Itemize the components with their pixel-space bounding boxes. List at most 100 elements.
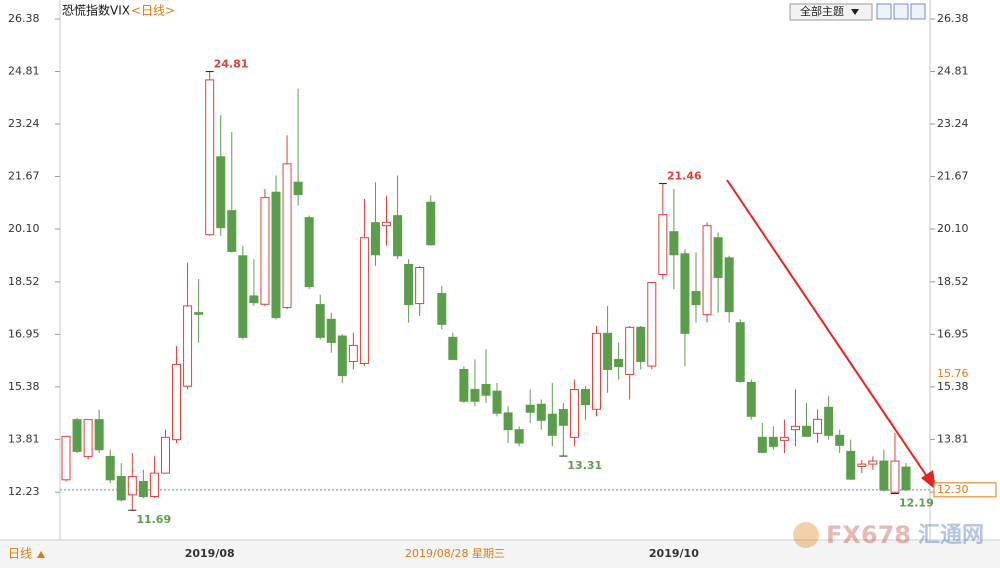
y-tick-label: 18.52 bbox=[8, 275, 40, 288]
candle-body bbox=[183, 305, 193, 387]
y2-tick-label: 15.38 bbox=[937, 380, 969, 393]
candle-body bbox=[879, 460, 889, 491]
candle-body bbox=[658, 214, 668, 276]
candle-body bbox=[890, 460, 900, 493]
y2-tick-label: 18.52 bbox=[937, 275, 969, 288]
y2-tick-label: 20.10 bbox=[937, 222, 969, 235]
candle-body bbox=[857, 463, 867, 467]
candle-body bbox=[536, 403, 546, 421]
y-tick-label: 21.67 bbox=[8, 170, 40, 183]
candle-body bbox=[603, 332, 613, 370]
candle-body bbox=[525, 404, 535, 413]
candle-body bbox=[824, 406, 834, 436]
candle-body bbox=[61, 435, 71, 481]
candle-body bbox=[83, 419, 93, 457]
toolbar-icon[interactable] bbox=[910, 3, 926, 20]
dropdown-arrow[interactable] bbox=[851, 9, 859, 15]
candle-body bbox=[592, 332, 602, 410]
trend-arrowhead bbox=[921, 470, 936, 490]
y-tick-label: 24.81 bbox=[8, 65, 40, 78]
candle-body bbox=[558, 409, 568, 426]
candle-body bbox=[790, 425, 800, 431]
candle-body bbox=[580, 389, 590, 406]
extreme-label: 12.19 bbox=[899, 497, 934, 510]
cursor-value-label: 15.76 bbox=[937, 367, 969, 380]
y-tick-label: 16.95 bbox=[8, 327, 40, 340]
candle-body bbox=[426, 201, 436, 246]
candle-body bbox=[282, 163, 292, 309]
extreme-label: 13.31 bbox=[567, 459, 602, 472]
period-arrow[interactable] bbox=[37, 551, 45, 558]
candle-body bbox=[293, 181, 303, 196]
candle-body bbox=[205, 79, 215, 236]
watermark-text: 汇通网 bbox=[918, 523, 984, 548]
candle-body bbox=[149, 472, 159, 498]
candle-body bbox=[459, 368, 469, 402]
candle-body bbox=[271, 191, 281, 319]
y-tick-label: 12.23 bbox=[8, 485, 40, 498]
candle-body bbox=[614, 358, 624, 367]
candle-body bbox=[172, 363, 182, 441]
candle-body bbox=[260, 197, 270, 305]
y-tick-label: 15.38 bbox=[8, 380, 40, 393]
candle-body bbox=[448, 336, 458, 360]
candle-body bbox=[625, 326, 635, 375]
candle-body bbox=[105, 455, 115, 481]
candle-body bbox=[757, 436, 767, 453]
candle-body bbox=[492, 390, 502, 414]
toolbar-icon[interactable] bbox=[893, 3, 909, 20]
candle-body bbox=[337, 335, 347, 376]
candle-body bbox=[415, 266, 425, 305]
candle-body bbox=[669, 231, 679, 256]
watermark-logo bbox=[793, 522, 819, 548]
watermark-text: FX678 bbox=[826, 521, 911, 549]
candle-body bbox=[702, 225, 712, 316]
y2-tick-label: 24.81 bbox=[937, 65, 969, 78]
candle-body bbox=[779, 436, 789, 441]
y-tick-label: 26.38 bbox=[8, 12, 40, 25]
candle-body bbox=[116, 475, 126, 501]
candle-body bbox=[724, 257, 734, 313]
x-axis-band bbox=[0, 541, 1000, 568]
candle-body bbox=[868, 460, 878, 465]
candle-body bbox=[370, 222, 380, 256]
candle-body bbox=[315, 304, 325, 338]
candle-body bbox=[404, 263, 414, 306]
theme-button-label[interactable]: 全部主题 bbox=[800, 4, 844, 18]
candle-body bbox=[238, 255, 248, 338]
candle-body bbox=[813, 418, 823, 434]
candle-body bbox=[326, 318, 336, 343]
candle-body bbox=[127, 475, 137, 496]
y-tick-label: 23.24 bbox=[8, 117, 40, 130]
candle-body bbox=[647, 282, 657, 367]
watermark: FX678 汇通网 bbox=[793, 521, 984, 549]
candle-body bbox=[503, 412, 513, 431]
candle-body bbox=[835, 434, 845, 446]
candle-body bbox=[72, 419, 82, 452]
candle-body bbox=[691, 291, 701, 306]
candle-body bbox=[768, 436, 778, 447]
candle-body bbox=[359, 237, 369, 364]
candle-body bbox=[194, 312, 204, 315]
candle-body bbox=[713, 237, 723, 279]
last-price-label: 12.30 bbox=[937, 483, 969, 496]
candle-body bbox=[138, 480, 148, 498]
y-tick-label: 13.81 bbox=[8, 432, 40, 445]
candle-body bbox=[227, 210, 237, 252]
extreme-label: 11.69 bbox=[136, 513, 171, 526]
candle-body bbox=[547, 413, 557, 436]
candle-body bbox=[802, 425, 812, 437]
period-label[interactable]: 日线 bbox=[8, 547, 32, 561]
chart-title: 恐慌指数VIX bbox=[62, 3, 130, 18]
y2-tick-label: 23.24 bbox=[937, 117, 969, 130]
y2-tick-label: 21.67 bbox=[937, 170, 969, 183]
candle-body bbox=[94, 419, 104, 451]
y2-tick-label: 26.38 bbox=[937, 12, 969, 25]
y-tick-label: 20.10 bbox=[8, 222, 40, 235]
candle-body bbox=[393, 215, 403, 257]
toolbar-icon[interactable] bbox=[876, 3, 892, 20]
candle-body bbox=[348, 344, 358, 362]
candle-body bbox=[249, 295, 259, 304]
theme-button[interactable] bbox=[789, 3, 873, 21]
